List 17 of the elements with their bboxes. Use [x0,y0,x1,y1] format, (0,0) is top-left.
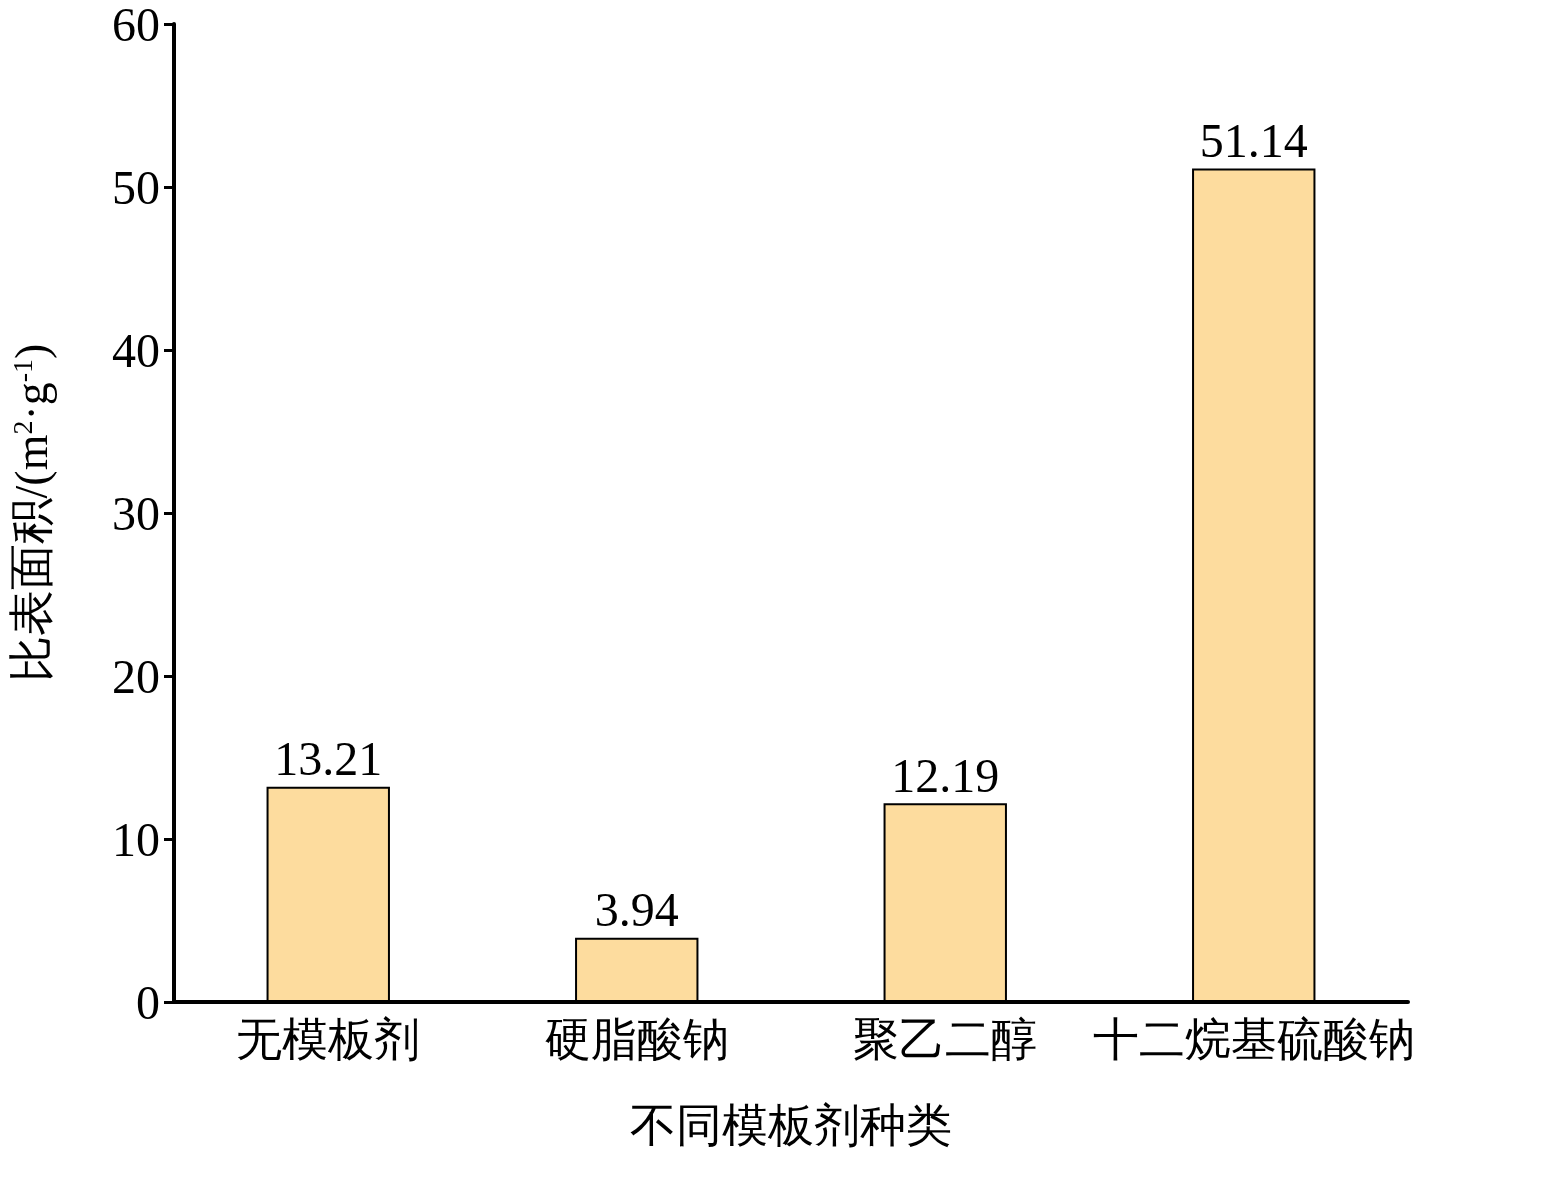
y-tick-label: 30 [112,486,160,540]
y-tick-label: 0 [136,975,160,1029]
y-tick-label: 60 [112,0,160,51]
y-tick-label: 20 [112,649,160,703]
x-tick-label: 十二烷基硫酸钠 [1092,1013,1415,1065]
y-tick-label: 50 [112,160,160,214]
data-label: 3.94 [594,883,679,937]
x-axis-title: 不同模板剂种类 [630,1099,952,1151]
data-label: 51.14 [1199,113,1308,167]
y-tick-label: 10 [112,812,160,866]
x-tick-label: 无模板剂 [236,1013,421,1065]
y-tick-label: 40 [112,323,160,377]
x-tick-label: 聚乙二醇 [853,1013,1038,1065]
data-label: 13.21 [274,732,383,786]
y-axis-title: 比表面积/(m2·g-1) [5,343,57,683]
x-tick-label: 硬脂酸钠 [544,1013,729,1065]
data-label: 12.19 [891,748,1000,802]
